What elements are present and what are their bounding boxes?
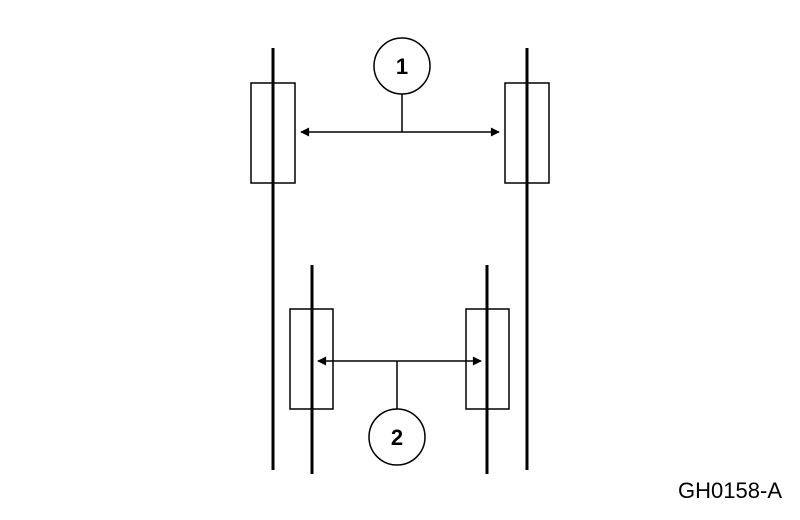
rear-left-tire-outline bbox=[290, 309, 312, 409]
front-left-tire-inner bbox=[273, 83, 295, 183]
front-left-tire-outline bbox=[251, 83, 273, 183]
callout-2-label: 2 bbox=[391, 425, 403, 450]
rear-right-tire-inner bbox=[466, 309, 487, 409]
rear-right-tire-outline bbox=[487, 309, 509, 409]
callout-1-label: 1 bbox=[396, 54, 408, 79]
rear-wheel-assembly: 2 bbox=[290, 265, 509, 474]
rear-left-tire-inner bbox=[312, 309, 333, 409]
figure-reference-code: GH0158-A bbox=[678, 478, 782, 503]
front-wheel-assembly: 1 bbox=[251, 38, 549, 470]
front-right-tire-inner bbox=[505, 83, 527, 183]
front-right-tire-outline bbox=[527, 83, 549, 183]
